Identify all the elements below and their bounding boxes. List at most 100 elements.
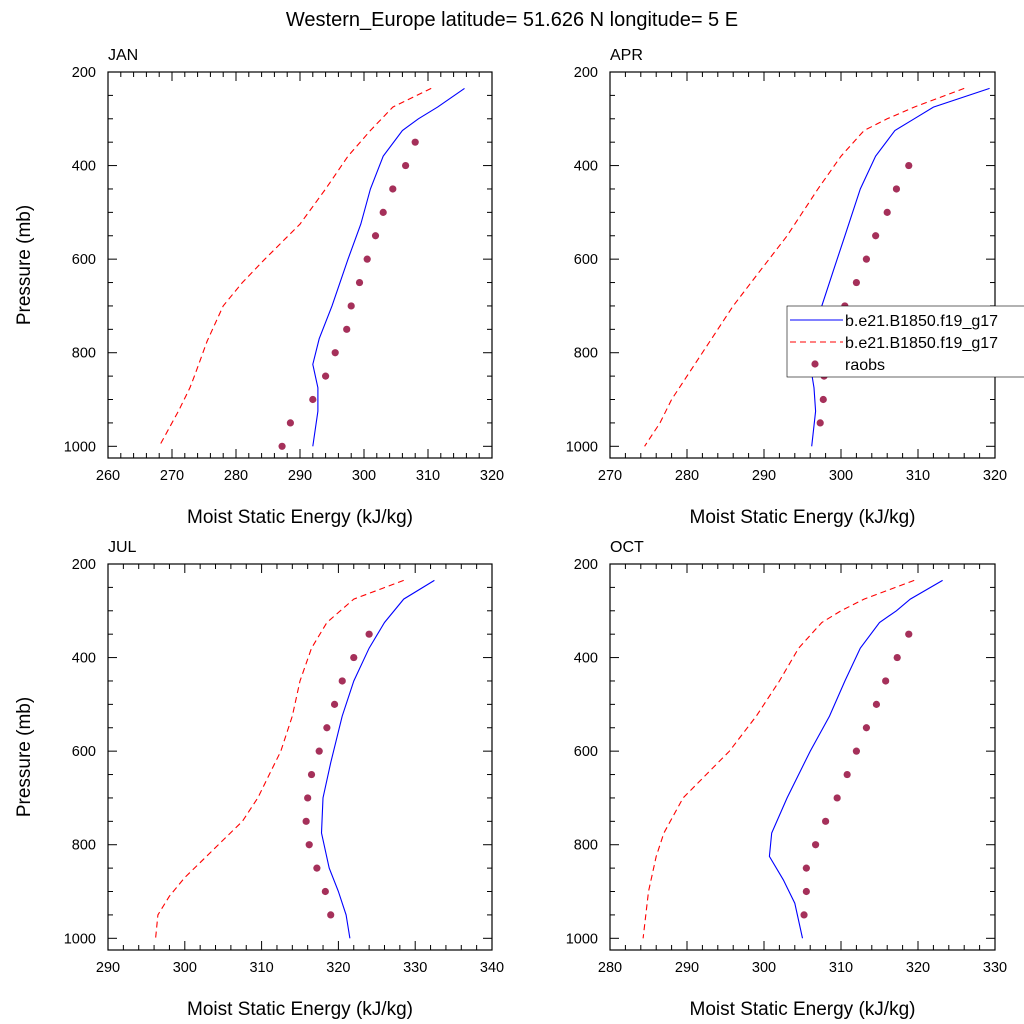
x-tick-label: 290 <box>675 960 699 976</box>
data-point <box>338 677 346 685</box>
data-point <box>882 677 890 685</box>
data-point <box>350 653 358 662</box>
data-point <box>905 630 913 638</box>
plot-frame <box>107 563 493 951</box>
x-axis-title: Moist Static Energy (kJ/kg) <box>690 999 916 1020</box>
x-tick-label: 320 <box>983 468 1007 484</box>
data-point <box>800 911 808 919</box>
data-point <box>862 255 871 263</box>
plot-frame <box>609 563 996 951</box>
panel-label: OCT <box>610 539 644 556</box>
y-tick-label: 1000 <box>64 931 96 947</box>
panel-label: JUL <box>108 539 137 556</box>
y-tick-label: 1000 <box>566 439 598 455</box>
data-point <box>892 185 901 193</box>
data-point <box>331 349 339 357</box>
panels: JAN 260 270 280 290 300 310 320 200 400 600 800 1000… <box>14 47 1007 1020</box>
data-point <box>365 630 373 638</box>
data-point <box>852 278 861 287</box>
data-point <box>872 700 881 708</box>
x-tick-label: 310 <box>249 960 273 976</box>
data-point <box>883 208 891 216</box>
legend-item: b.e21.B1850.f19_g17 <box>790 335 998 352</box>
y-tick-label: 200 <box>574 557 598 573</box>
x-tick-label: 330 <box>403 960 427 976</box>
data-point <box>307 770 316 779</box>
data-point <box>843 770 851 779</box>
y-axis-title: Pressure (mb) <box>14 697 35 817</box>
panel-apr: APR 270 280 290 300 310 320 200 400 600 800 1000 Moi… <box>566 47 1007 528</box>
data-point <box>347 302 355 310</box>
data-point <box>323 724 331 732</box>
series-line-solid <box>312 87 465 447</box>
series-line-dashed <box>642 579 915 939</box>
x-tick-label: 270 <box>598 468 622 484</box>
data-point <box>402 161 410 170</box>
data-point <box>309 395 317 404</box>
data-point <box>833 794 841 802</box>
y-tick-label: 200 <box>72 65 96 81</box>
legend-label: raobs <box>845 357 885 374</box>
x-tick-label: 280 <box>598 960 622 976</box>
legend-item: raobs <box>811 357 885 374</box>
panel-jul: JUL 290 300 310 320 330 340 200 400 600 800 1000 Moi… <box>14 539 504 1020</box>
x-axis-title: Moist Static Energy (kJ/kg) <box>187 507 413 528</box>
y-tick-label: 400 <box>72 651 96 667</box>
y-tick-label: 800 <box>72 346 96 362</box>
y-tick-label: 600 <box>72 744 96 760</box>
y-tick-label: 400 <box>72 159 96 175</box>
x-tick-label: 260 <box>96 468 120 484</box>
data-point <box>321 887 329 896</box>
x-tick-label: 320 <box>480 468 504 484</box>
x-tick-label: 300 <box>352 468 376 484</box>
legend-item: b.e21.B1850.f19_g17 <box>790 313 998 330</box>
x-tick-label: 320 <box>326 960 350 976</box>
y-tick-label: 400 <box>574 651 598 667</box>
data-point <box>852 747 861 755</box>
series-line-solid <box>768 579 943 939</box>
series-raobs <box>278 138 419 450</box>
x-tick-label: 330 <box>983 960 1007 976</box>
plot-frame <box>107 71 493 459</box>
data-point <box>343 325 351 333</box>
data-point <box>379 208 387 216</box>
data-point <box>313 864 321 872</box>
data-point <box>302 817 310 825</box>
x-tick-label: 300 <box>173 960 197 976</box>
y-tick-label: 800 <box>72 838 96 854</box>
data-point <box>389 185 397 193</box>
data-point <box>330 700 339 708</box>
data-point <box>304 794 312 802</box>
legend-label: b.e21.B1850.f19_g17 <box>845 335 998 352</box>
y-tick-label: 600 <box>72 252 96 268</box>
series-raobs <box>812 161 913 427</box>
data-point <box>893 653 901 662</box>
series-line-dashed <box>155 579 404 939</box>
data-point <box>816 419 824 427</box>
data-point <box>819 395 827 404</box>
series-line-solid <box>809 87 990 447</box>
y-tick-label: 200 <box>72 557 96 573</box>
data-point <box>802 864 810 872</box>
legend: b.e21.B1850.f19_g17 b.e21.B1850.f19_g17ra… <box>786 305 1024 378</box>
data-point <box>862 724 871 732</box>
x-tick-label: 300 <box>829 468 853 484</box>
chart-title: Western_Europe latitude= 51.626 N longit… <box>286 9 738 31</box>
panel-label: JAN <box>108 47 138 64</box>
y-tick-label: 600 <box>574 744 598 760</box>
data-point <box>355 278 364 287</box>
x-tick-label: 310 <box>906 468 930 484</box>
y-tick-label: 1000 <box>566 931 598 947</box>
panel-oct: OCT 280 290 300 310 320 330 200 400 600 800 1000 Moi… <box>566 539 1007 1020</box>
data-point <box>315 747 323 755</box>
y-tick-label: 800 <box>574 838 598 854</box>
y-tick-label: 400 <box>574 159 598 175</box>
y-tick-label: 600 <box>574 252 598 268</box>
data-point <box>363 255 371 263</box>
data-point <box>802 887 810 896</box>
x-tick-label: 290 <box>96 960 120 976</box>
data-point <box>322 372 330 380</box>
series-line-dashed <box>158 87 432 447</box>
x-tick-label: 310 <box>416 468 440 484</box>
